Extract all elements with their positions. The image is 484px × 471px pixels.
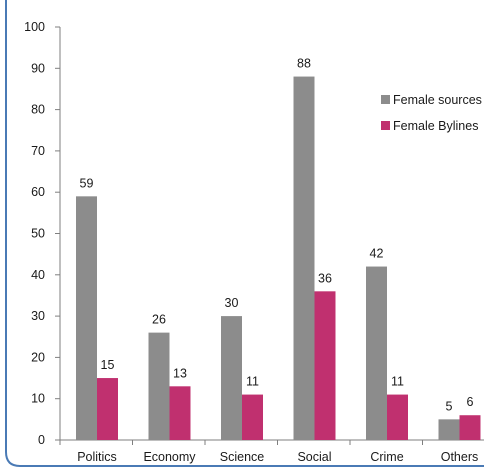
data-label: 11	[246, 375, 259, 389]
y-tick-label: 90	[31, 61, 45, 75]
legend-label: Female sources	[393, 93, 482, 107]
x-tick-label: Social	[297, 450, 331, 464]
x-tick-label: Crime	[370, 450, 403, 464]
bars: 59 26 30 88 42 5 15 13 11 36 11 6	[76, 57, 481, 440]
y-tick-label: 0	[38, 433, 45, 447]
y-tick-label: 20	[31, 350, 45, 364]
bar-female-bylines	[242, 394, 263, 440]
y-tick-label: 60	[31, 185, 45, 199]
bar-female-bylines	[169, 386, 191, 440]
data-label: 15	[101, 358, 115, 372]
data-label: 5	[446, 399, 453, 413]
bar-female-bylines	[459, 415, 481, 440]
legend-swatch	[381, 121, 390, 130]
data-label: 26	[152, 313, 166, 327]
data-label: 13	[173, 366, 187, 380]
x-tick-label: Politics	[77, 450, 117, 464]
bar-female-sources	[438, 419, 460, 440]
data-label: 42	[370, 247, 384, 261]
bar-female-sources	[366, 266, 387, 440]
x-tick-label: Science	[220, 450, 265, 464]
x-tick-label: Economy	[143, 450, 196, 464]
frame-border	[5, 0, 484, 467]
data-label: 59	[80, 176, 94, 190]
bar-female-sources	[293, 76, 315, 440]
bar-female-bylines	[97, 378, 118, 440]
bar-female-bylines	[314, 291, 336, 440]
y-tick-label: 10	[31, 392, 45, 406]
bar-female-sources	[148, 332, 170, 440]
x-axis: Politics Economy Science Social Crime Others	[59, 439, 484, 464]
y-tick-label: 40	[31, 268, 45, 282]
y-tick-label: 30	[31, 309, 45, 323]
y-tick-label: 70	[31, 144, 45, 158]
y-axis: 0 10 20 30 40 50 60 70 80 90 100	[24, 20, 61, 447]
bar-female-bylines	[387, 394, 408, 440]
data-label: 30	[225, 296, 239, 310]
legend: Female sources Female Bylines	[381, 93, 482, 133]
y-tick-label: 80	[31, 103, 45, 117]
data-label: 36	[318, 271, 332, 285]
x-tick-label: Others	[441, 450, 479, 464]
legend-swatch	[381, 95, 390, 104]
data-label: 6	[467, 395, 474, 409]
data-label: 88	[297, 57, 311, 71]
data-label: 11	[391, 375, 404, 389]
y-tick-label: 50	[31, 227, 45, 241]
bar-female-sources	[221, 316, 242, 440]
y-tick-label: 100	[24, 20, 45, 34]
legend-label: Female Bylines	[393, 119, 478, 133]
bar-female-sources	[76, 196, 97, 440]
